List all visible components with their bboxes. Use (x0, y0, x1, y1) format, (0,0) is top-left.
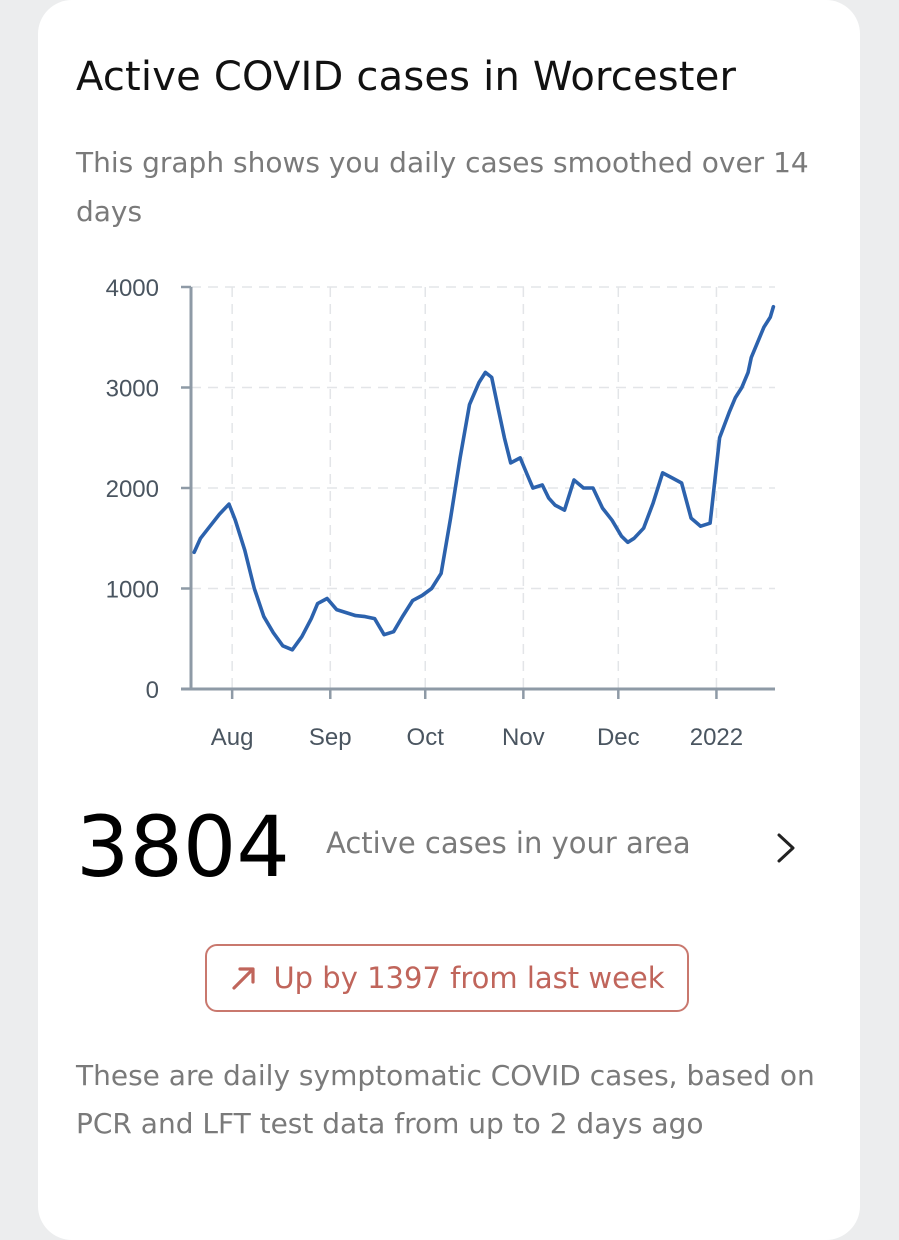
covid-card (38, 0, 860, 1240)
x-tick-label: 2022 (690, 724, 743, 751)
active-cases-caption: Active cases in your area (326, 826, 691, 860)
y-tick-label: 1000 (106, 577, 159, 604)
card-subtitle: This graph shows you daily cases smoothe… (76, 146, 809, 228)
y-tick-label: 3000 (106, 376, 159, 403)
weekly-trend-badge: Up by 1397 from last week (205, 944, 689, 1012)
card-title: Active COVID cases in Worcester (76, 54, 737, 100)
chart-grid (191, 286, 775, 689)
x-tick-label: Nov (502, 724, 545, 751)
cases-line-chart: 0 1000 2000 3000 4000 Aug Sep Oct Nov Dec 2022 (106, 275, 776, 751)
x-tick-label: Aug (211, 724, 254, 751)
active-cases-value: 3804 (76, 798, 290, 896)
y-tick-label: 0 (146, 677, 159, 704)
x-tick-label: Dec (597, 724, 640, 751)
y-axis-ticks: 0 1000 2000 3000 4000 (106, 275, 191, 704)
y-tick-label: 4000 (106, 275, 159, 302)
arrow-up-right-icon (232, 967, 256, 990)
series-line (192, 304, 776, 652)
x-tick-label: Oct (407, 724, 445, 751)
x-axis-ticks: Aug Sep Oct Nov Dec 2022 (211, 689, 743, 751)
chevron-right-icon[interactable] (766, 826, 810, 870)
data-source-note: These are daily symptomatic COVID cases,… (76, 1059, 815, 1140)
weekly-trend-text: Up by 1397 from last week (273, 961, 665, 995)
y-tick-label: 2000 (106, 476, 159, 503)
x-tick-label: Sep (309, 724, 352, 751)
